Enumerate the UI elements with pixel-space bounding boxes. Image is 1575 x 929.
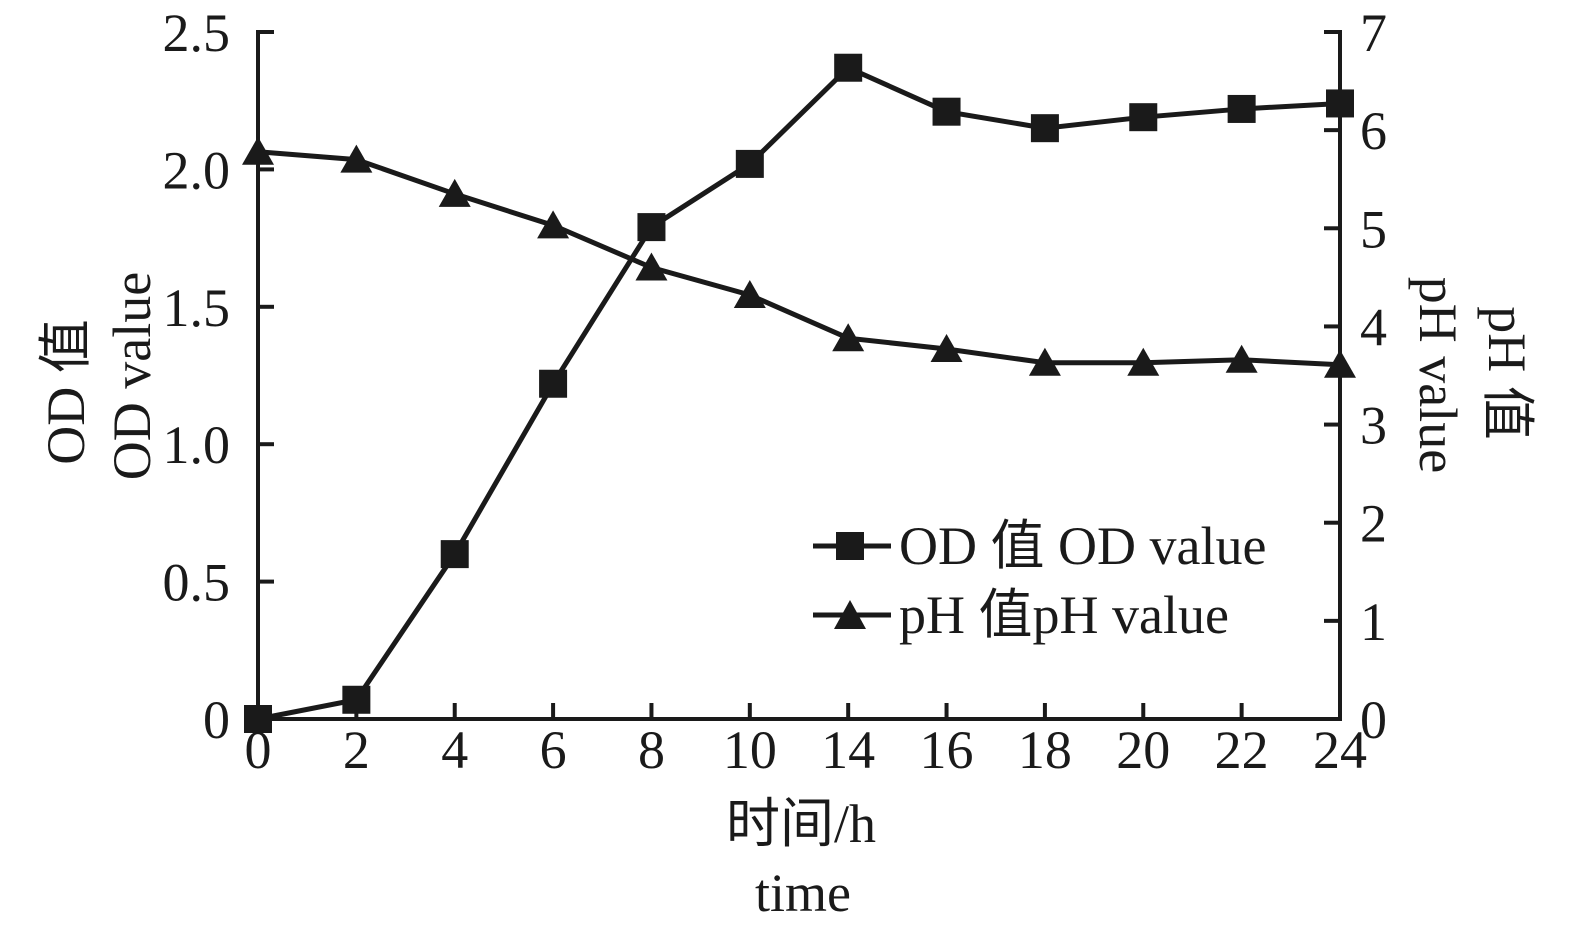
legend-label-od: OD 值 OD value [899,515,1267,576]
ph-data-point-triangle [635,252,668,281]
y-left-tick-label: 1.0 [163,415,231,475]
ph-data-point-triangle [1324,349,1356,378]
x-tick-label: 8 [638,720,665,780]
y-right-tick-label: 0 [1360,690,1387,750]
y-left-tick-label: 1.5 [163,278,231,338]
x-tick-label: 6 [540,720,567,780]
ph-series-line [257,149,1341,368]
legend-item-ph: pH 值pH value [813,580,1266,649]
x-axis-title-zh: 时间/h [725,794,877,854]
ph-data-point-triangle [1028,347,1061,376]
ph-data-point-triangle [340,144,373,173]
ph-data-point-triangle [242,136,274,165]
y-left-tick-label: 2.0 [163,140,231,200]
y-right-tick-label: 5 [1360,199,1387,259]
od-data-point-square [932,97,961,126]
x-tick-label: 18 [1018,720,1072,780]
ph-data-point-triangle [930,334,963,363]
od-data-point-square [1129,103,1158,132]
od-data-point-square [244,705,272,733]
legend-square-marker-icon [813,531,891,560]
y-right-tick-label: 4 [1360,297,1387,357]
x-tick-label: 4 [441,720,468,780]
ph-data-point-triangle [733,280,766,309]
legend: OD 值 OD value pH 值pH value [813,511,1266,649]
od-data-point-square [735,149,764,178]
x-tick-label: 10 [723,720,777,780]
legend-triangle-marker-icon [813,599,891,629]
y-right-axis-title-zh: pH 值 [1477,306,1537,440]
y-left-tick-label: 0 [203,690,230,750]
y-left-tick-label: 0.5 [163,553,231,613]
y-right-tick-label: 7 [1360,3,1387,63]
ph-data-point-triangle [438,178,471,207]
y-right-tick-label: 6 [1360,101,1387,161]
x-tick-label: 22 [1215,720,1269,780]
y-left-axis-title-en: OD value [102,271,162,481]
x-axis-title-en: time [755,863,851,923]
y-right-tick-label: 1 [1360,592,1387,652]
od-data-point-square [1030,114,1059,143]
legend-label-ph: pH 值pH value [899,584,1229,645]
y-right-tick-label: 3 [1360,396,1387,456]
ph-data-point-triangle [1225,344,1258,373]
ph-data-point-triangle [1127,347,1160,376]
ph-data-point-triangle [537,210,570,239]
legend-item-od: OD 值 OD value [813,511,1266,580]
od-data-point-square [539,369,568,398]
y-left-tick-label: 2.5 [163,3,231,63]
x-tick-label: 2 [343,720,370,780]
ph-data-point-triangle [832,323,865,352]
od-data-point-square [440,540,469,569]
od-data-point-square [637,213,666,242]
od-data-point-square [342,685,371,714]
od-data-point-square [1326,89,1354,118]
x-tick-label: 24 [1313,720,1367,780]
y-right-tick-label: 2 [1360,494,1387,554]
x-tick-label: 16 [920,720,974,780]
y-right-axis-title-en: pH value [1408,276,1468,474]
x-tick-label: 20 [1116,720,1170,780]
od-data-point-square [1227,94,1256,123]
x-tick-label: 14 [821,720,875,780]
od-data-point-square [834,53,863,82]
y-left-axis-title-zh: OD 值 [36,319,96,465]
od-series-line [257,64,1341,722]
